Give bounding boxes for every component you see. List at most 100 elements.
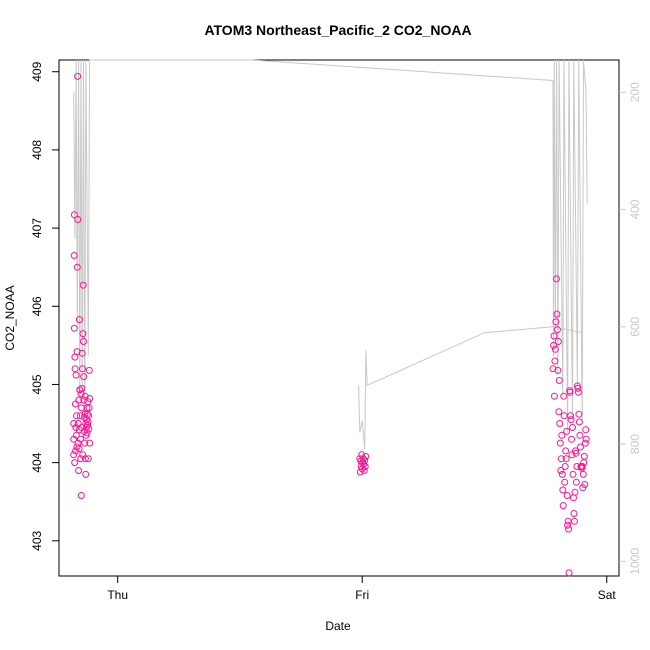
secondary-line [73, 59, 588, 433]
data-point [73, 263, 81, 271]
data-point [85, 425, 93, 433]
data-point [84, 421, 92, 429]
data-point [582, 435, 590, 443]
x-tick-label: Sat [598, 588, 617, 602]
data-point [570, 510, 578, 517]
data-point [555, 408, 563, 416]
data-point [555, 377, 563, 384]
y-tick-label: 404 [30, 452, 44, 472]
data-point [550, 392, 558, 400]
data-point [569, 470, 577, 478]
data-point [575, 410, 583, 418]
data-point [563, 427, 571, 435]
data-point [72, 447, 80, 455]
data-point [556, 420, 564, 427]
data-point [77, 455, 85, 463]
chart-title: ATOM3 Northeast_Pacific_2 CO2_NOAA [204, 22, 471, 38]
data-point [564, 517, 572, 525]
data-point [566, 388, 574, 396]
data-point [554, 366, 562, 374]
data-point [581, 439, 589, 447]
data-point [561, 478, 569, 486]
x-axis-label: Date [325, 619, 351, 633]
data-point [71, 365, 79, 373]
y2-tick-label: 600 [628, 316, 642, 336]
data-point [81, 439, 89, 447]
data-point [568, 435, 576, 443]
data-point [77, 435, 84, 443]
y-tick-label: 405 [30, 374, 44, 394]
y-axis-label: CO2_NOAA [3, 285, 17, 350]
data-point [574, 384, 582, 392]
data-point [562, 447, 570, 455]
data-point [550, 341, 557, 349]
data-point [71, 459, 79, 467]
data-point [567, 412, 575, 420]
data-point [560, 392, 568, 400]
data-point [582, 426, 590, 434]
data-point [551, 345, 559, 353]
y2-axis: 200 400 600 800 1000 [619, 82, 642, 575]
data-point [573, 463, 581, 470]
data-point [560, 412, 568, 420]
data-point [82, 470, 90, 478]
data-point [80, 373, 88, 381]
data-point [581, 481, 589, 488]
data-point [556, 439, 564, 447]
data-point [569, 424, 576, 431]
data-point [575, 418, 583, 426]
data-point [552, 318, 560, 326]
secondary-line [358, 326, 583, 450]
data-point [550, 332, 558, 340]
data-point [85, 404, 93, 412]
data-point [76, 386, 84, 394]
data-point [79, 365, 86, 373]
data-point [557, 467, 565, 474]
y-tick-label: 407 [30, 218, 44, 238]
data-point [75, 445, 83, 453]
y2-tick-label: 800 [628, 434, 642, 454]
data-point [360, 467, 368, 474]
data-point [554, 338, 562, 345]
data-point [553, 310, 561, 318]
data-point [561, 463, 569, 470]
data-point [553, 326, 561, 334]
y-tick-label: 408 [30, 140, 44, 160]
y2-tick-label: 400 [628, 199, 642, 219]
data-point [72, 371, 80, 379]
data-point [557, 455, 565, 463]
y2-tick-label: 200 [628, 82, 642, 102]
data-point [571, 488, 579, 496]
data-point [73, 443, 81, 451]
data-point [75, 467, 83, 474]
data-point [558, 431, 566, 439]
data-point [571, 517, 578, 525]
data-point [579, 470, 587, 478]
data-point [79, 281, 87, 289]
data-point [71, 400, 79, 408]
data-point [564, 521, 572, 529]
data-point [576, 431, 584, 439]
data-point [572, 449, 580, 457]
data-point [562, 455, 570, 463]
data-point [76, 412, 84, 420]
data-point [565, 569, 573, 577]
data-point [361, 463, 369, 470]
data-point [559, 486, 567, 494]
data-point [83, 410, 91, 418]
data-point [574, 388, 582, 396]
y-axis: 403 404 405 406 407 408 409 [30, 61, 59, 551]
data-point [86, 395, 94, 402]
data-point [568, 451, 576, 459]
data-point [362, 452, 370, 460]
y-tick-label: 403 [30, 530, 44, 550]
data-point [74, 72, 82, 80]
data-point [84, 455, 92, 463]
data-point [552, 275, 560, 283]
data-point [70, 252, 78, 259]
data-point [74, 216, 82, 223]
data-point [76, 316, 83, 324]
plot-points [70, 72, 590, 577]
data-point [73, 412, 81, 420]
